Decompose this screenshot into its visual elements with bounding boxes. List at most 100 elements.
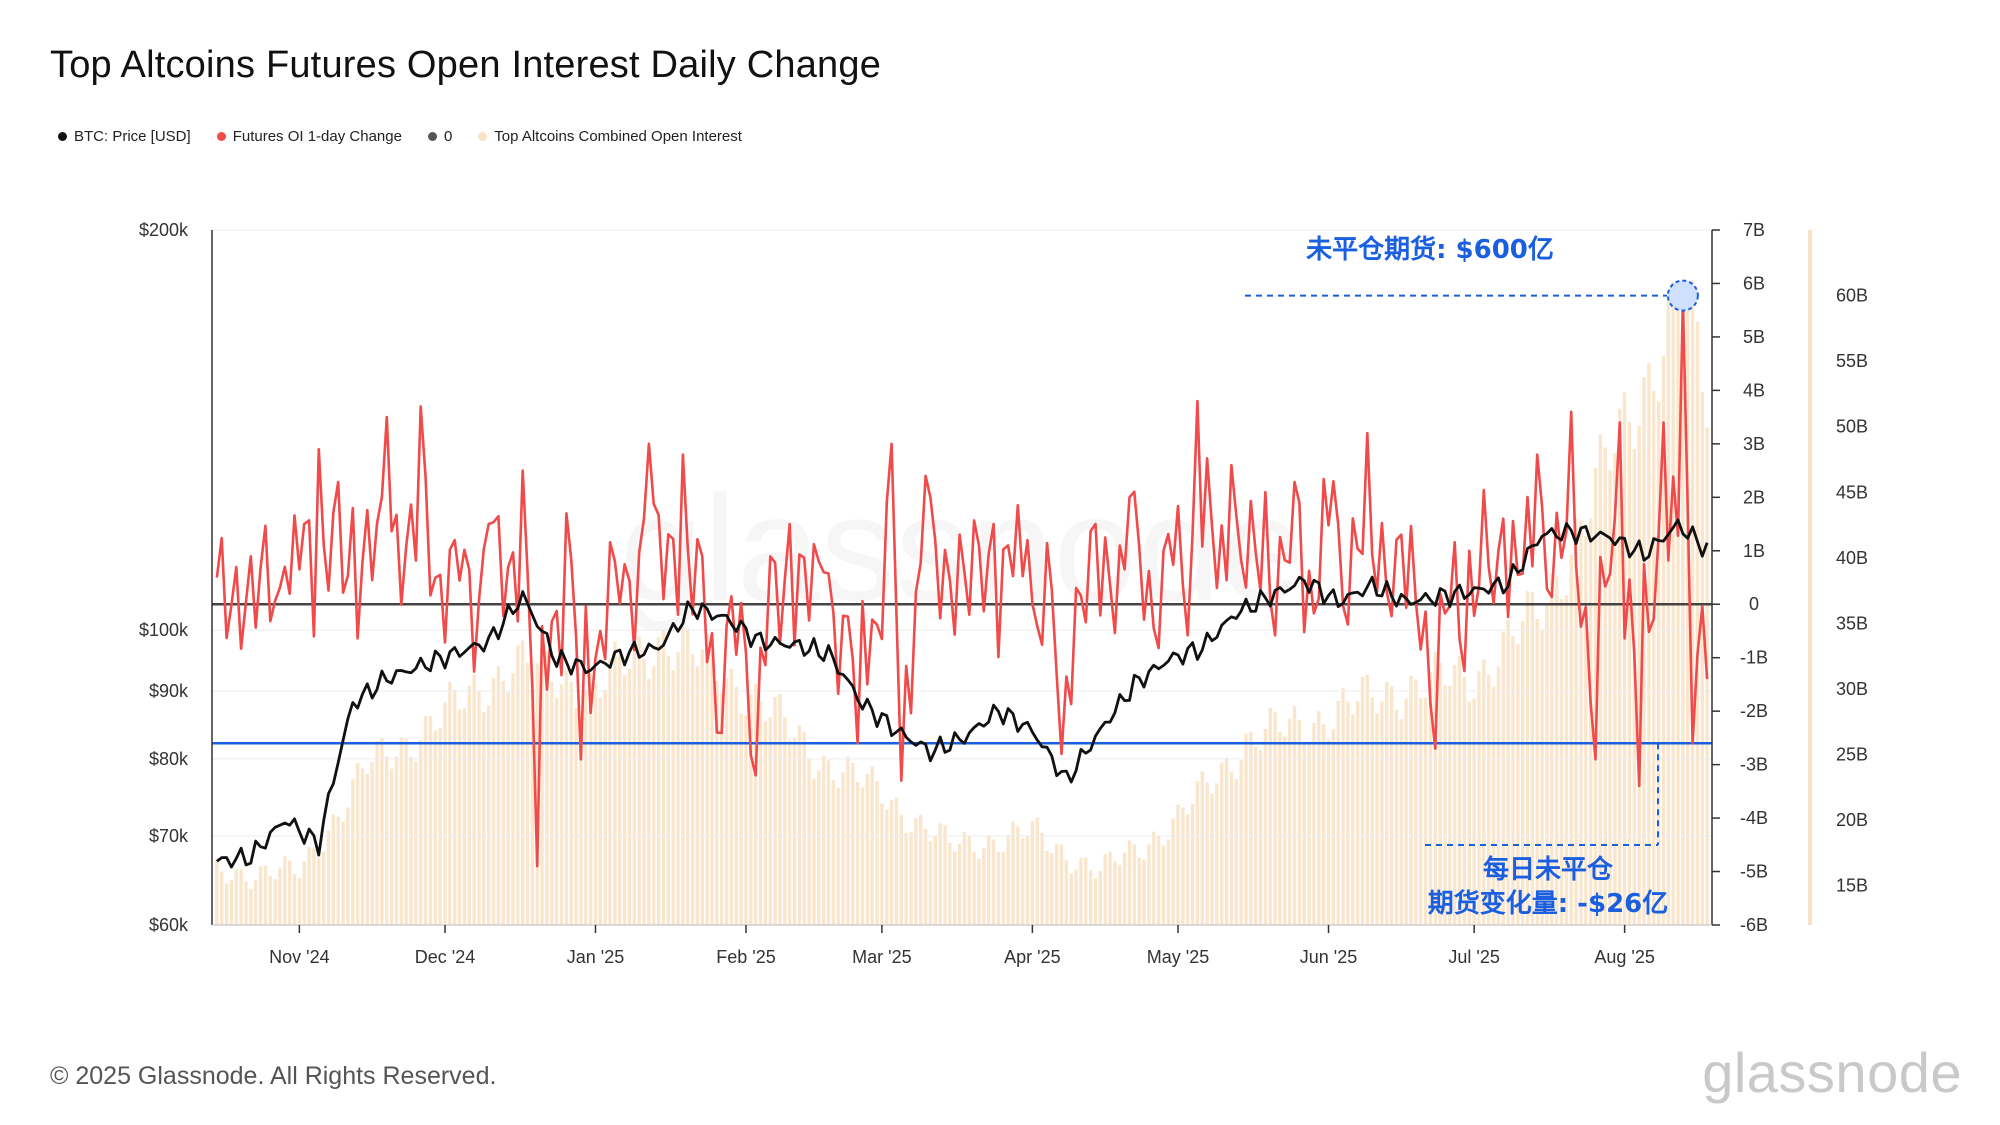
- oi-bar: [1516, 644, 1520, 925]
- oi-bar: [758, 701, 763, 925]
- oi-bar: [1588, 518, 1593, 925]
- oi-bar: [375, 741, 379, 925]
- oi-change-line: [215, 298, 1709, 868]
- oi-change-series: [215, 298, 1709, 868]
- oi-bar: [1297, 719, 1302, 925]
- oi-bar: [831, 780, 836, 925]
- oi-bar: [1200, 771, 1204, 925]
- oi-bar: [1608, 469, 1612, 925]
- oi-bar: [419, 739, 423, 925]
- legend-item-oi-change[interactable]: Futures OI 1-day Change: [216, 128, 402, 145]
- y-right-tick-label: 0: [1749, 594, 1759, 614]
- oi-bar: [1491, 686, 1496, 925]
- y-right2-tick-label: 45B: [1836, 482, 1868, 502]
- oi-bar: [321, 851, 326, 925]
- oi-bar: [1050, 852, 1054, 925]
- y-right-tick-label: -5B: [1740, 862, 1768, 882]
- oi-bar: [244, 881, 248, 925]
- oi-bar: [923, 828, 928, 925]
- oi-bar: [535, 663, 539, 925]
- oi-bar: [943, 825, 947, 925]
- brand-logo: glassnode: [1702, 1041, 1962, 1104]
- oi-bar: [428, 716, 433, 925]
- annotation-top: 未平仓期货: $600亿: [1306, 234, 1554, 265]
- oi-bar: [273, 879, 277, 925]
- oi-bar: [569, 681, 573, 925]
- oi-bar: [1385, 681, 1389, 925]
- oi-bar: [253, 879, 258, 925]
- oi-bar: [1113, 861, 1117, 925]
- y-right2-tick-label: 50B: [1836, 417, 1868, 437]
- oi-bar: [928, 841, 933, 925]
- oi-bar: [1079, 857, 1083, 925]
- oi-bar: [899, 814, 904, 925]
- oi-bar: [865, 774, 870, 925]
- oi-bar: [1045, 851, 1049, 925]
- oi-bar: [1239, 760, 1243, 925]
- oi-bar: [1637, 425, 1641, 925]
- oi-bar: [229, 880, 234, 925]
- oi-bar: [496, 666, 501, 925]
- oi-bar: [690, 654, 695, 925]
- oi-bar: [1312, 723, 1316, 925]
- oi-bar: [1161, 845, 1166, 925]
- oi-bar: [642, 659, 646, 925]
- oi-bar: [1268, 707, 1272, 925]
- oi-bar: [1317, 711, 1321, 925]
- oi-bar: [627, 668, 632, 925]
- oi-bar: [676, 652, 680, 925]
- oi-bar: [487, 705, 491, 925]
- oi-bar: [773, 697, 777, 925]
- oi-bar: [744, 715, 748, 925]
- oi-bar: [1030, 821, 1035, 925]
- oi-bar: [1520, 620, 1525, 925]
- oi-bar: [1438, 662, 1442, 925]
- x-tick-label: Nov '24: [269, 947, 329, 967]
- oi-bar: [399, 737, 404, 925]
- oi-bar: [1346, 701, 1350, 925]
- oi-bar: [355, 763, 360, 925]
- oi-bar: [1234, 779, 1238, 925]
- oi-bar: [1292, 706, 1297, 925]
- legend-item-combined-oi[interactable]: Top Altcoins Combined Open Interest: [478, 128, 742, 145]
- oi-bar: [904, 833, 908, 925]
- oi-bar: [1006, 835, 1010, 925]
- oi-bar: [1681, 312, 1685, 926]
- oi-bar: [724, 678, 729, 925]
- oi-bar: [1457, 655, 1462, 925]
- oi-bar: [1365, 674, 1370, 925]
- oi-bar: [414, 761, 418, 925]
- oi-bar: [807, 759, 811, 925]
- oi-bar: [385, 756, 389, 925]
- oi-bar: [613, 641, 617, 925]
- legend-item-btc-price[interactable]: BTC: Price [USD]: [58, 128, 191, 145]
- oi-bar: [1666, 295, 1671, 925]
- oi-bar: [1414, 679, 1418, 925]
- oi-bar: [297, 878, 302, 925]
- oi-bar: [671, 670, 675, 925]
- oi-bar: [593, 682, 598, 925]
- oi-bar: [1152, 831, 1156, 925]
- oi-bar: [686, 628, 690, 925]
- oi-bar: [1598, 434, 1603, 925]
- oi-bar: [836, 787, 840, 925]
- oi-bar: [1370, 697, 1374, 925]
- oi-bar: [409, 756, 413, 925]
- oi-bar: [453, 690, 457, 925]
- oi-bar: [1433, 651, 1437, 925]
- oi-bar: [1307, 743, 1311, 925]
- y-right2-tick-label: 55B: [1836, 351, 1868, 371]
- oi-bar: [637, 636, 641, 925]
- oi-bar: [511, 673, 515, 925]
- oi-bar: [1622, 392, 1627, 926]
- oi-bar: [1122, 852, 1127, 925]
- oi-bar: [1326, 739, 1331, 925]
- legend-item-zero[interactable]: 0: [427, 128, 452, 145]
- oi-bar: [448, 682, 452, 925]
- oi-bar: [1059, 844, 1064, 925]
- legend-dot-icon: [478, 132, 488, 141]
- oi-bar: [1321, 724, 1326, 925]
- oi-bar: [360, 768, 365, 925]
- y-left-tick-label: $90k: [149, 681, 189, 701]
- y-left-tick-label: $70k: [149, 826, 189, 846]
